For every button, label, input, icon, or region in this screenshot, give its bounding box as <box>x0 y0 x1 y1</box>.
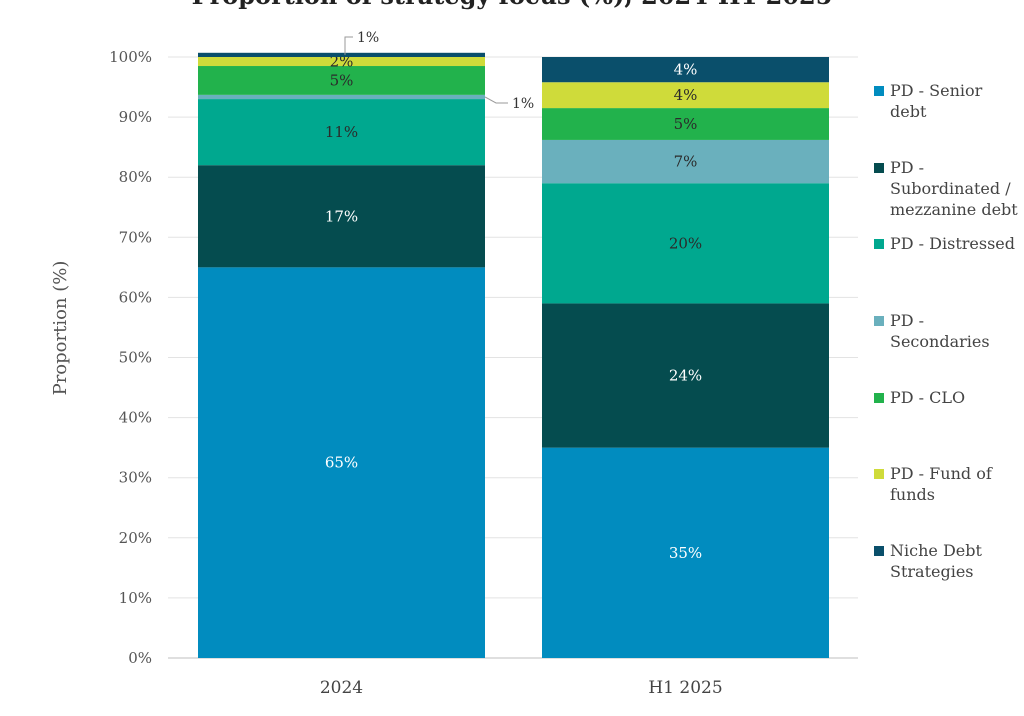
legend-swatch <box>874 86 884 96</box>
legend-swatch <box>874 546 884 556</box>
x-category-label: 2024 <box>320 678 363 698</box>
legend-swatch <box>874 239 884 249</box>
data-label: 2% <box>330 53 354 71</box>
callout-label: 1% <box>512 96 534 112</box>
legend-swatch <box>874 393 884 403</box>
y-tick-label: 60% <box>119 288 152 306</box>
callout-leader <box>484 96 508 104</box>
bar-segment <box>198 165 485 268</box>
legend-label-line: Strategies <box>890 562 974 581</box>
legend-label: PD - Secondaries <box>890 311 990 351</box>
legend-label-line: PD - <box>890 158 924 177</box>
legend-swatch <box>874 163 884 173</box>
y-tick-label: 0% <box>128 649 152 667</box>
legend: PD - Senior debt PD - Subordinated / mezzani… <box>874 81 1018 581</box>
y-tick-label: 100% <box>109 48 152 66</box>
data-label: 5% <box>674 115 698 133</box>
y-axis-ticks: 0% 10% 20% 30% 40% 50% 60% 70% 80% 90% 100% <box>109 48 152 667</box>
data-label: 65% <box>325 454 358 472</box>
legend-label-line: debt <box>890 102 927 121</box>
callouts: 1% 1% <box>344 30 534 112</box>
data-label: 4% <box>674 61 698 79</box>
y-tick-label: 40% <box>119 409 152 427</box>
legend-label-line: funds <box>890 485 935 504</box>
y-axis-label: Proportion (%) <box>50 261 71 396</box>
legend-label: PD - CLO <box>890 388 965 407</box>
data-label: 4% <box>674 86 698 104</box>
y-tick-label: 70% <box>119 228 152 246</box>
y-tick-label: 50% <box>119 349 152 367</box>
callout-leader <box>344 36 353 55</box>
data-label: 35% <box>669 544 702 562</box>
bar-segment <box>198 94 485 100</box>
legend-label: Niche Debt Strategies <box>890 541 982 581</box>
bar-segment <box>542 447 829 658</box>
x-category-label: H1 2025 <box>648 678 722 698</box>
bar-segment <box>198 57 485 67</box>
data-label: 11% <box>325 123 358 141</box>
bar-segment <box>542 183 829 304</box>
bar-segment <box>198 66 485 95</box>
legend-label-line: PD - Senior <box>890 81 983 100</box>
bar-segment <box>542 139 829 184</box>
bars: 65%17%11%5%2%35%24%20%7%5%4%4% <box>198 53 829 658</box>
legend-label: PD - Fund of funds <box>890 464 993 504</box>
y-tick-label: 10% <box>119 589 152 607</box>
data-label: 20% <box>669 234 702 252</box>
x-axis-categories: 2024 H1 2025 <box>320 678 723 698</box>
legend-label-line: PD - <box>890 311 924 330</box>
y-tick-label: 20% <box>119 529 152 547</box>
y-tick-label: 30% <box>119 469 152 487</box>
legend-swatch <box>874 316 884 326</box>
data-label: 5% <box>330 71 354 89</box>
y-tick-label: 90% <box>119 108 152 126</box>
data-label: 17% <box>325 207 358 225</box>
legend-swatch <box>874 469 884 479</box>
chart-title: Proportion of strategy focus (%), 2024-H… <box>192 0 833 10</box>
legend-label: PD - Senior debt <box>890 81 983 121</box>
bar-segment <box>198 267 485 658</box>
y-tick-label: 80% <box>119 168 152 186</box>
bar-segment <box>542 82 829 109</box>
legend-label-line: PD - CLO <box>890 388 965 407</box>
bar-segment <box>542 108 829 140</box>
legend-label: PD - Distressed <box>890 234 1015 253</box>
legend-label-line: Niche Debt <box>890 541 982 560</box>
legend-label-line: mezzanine debt <box>890 200 1018 219</box>
legend-label: PD - Subordinated / mezzanine debt <box>890 158 1018 219</box>
legend-label-line: PD - Fund of <box>890 464 993 483</box>
data-label: 24% <box>669 367 702 385</box>
legend-label-line: PD - Distressed <box>890 234 1015 253</box>
bar-segment <box>198 52 485 57</box>
data-label: 7% <box>674 153 698 171</box>
legend-label-line: Secondaries <box>890 332 990 351</box>
legend-label-line: Subordinated / <box>890 179 1011 198</box>
bar-segment <box>542 303 829 448</box>
bar-segment <box>542 57 829 83</box>
bar-segment <box>198 99 485 166</box>
callout-label: 1% <box>357 30 379 46</box>
